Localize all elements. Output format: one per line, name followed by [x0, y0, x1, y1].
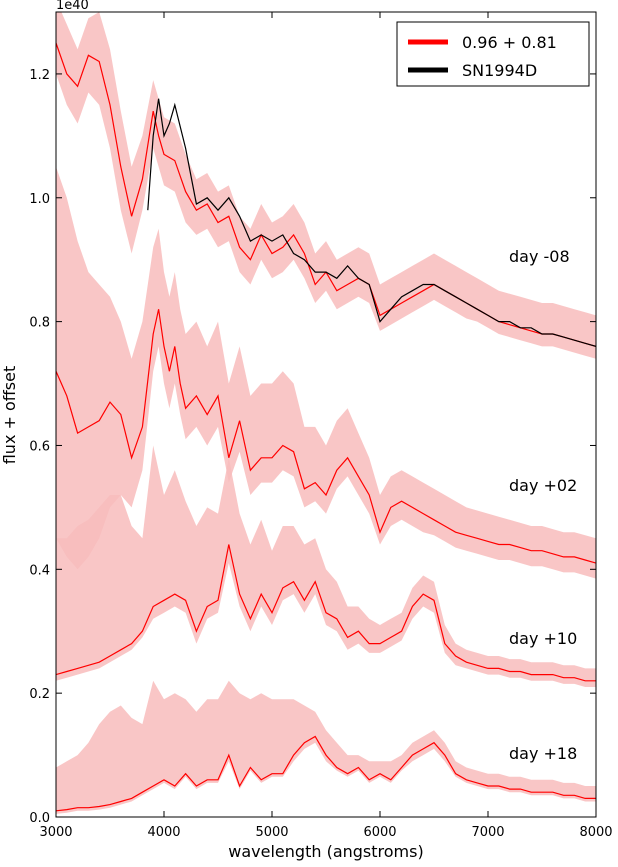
legend: 0.96 + 0.81 SN1994D	[396, 21, 590, 87]
x-tick-label: 7000	[471, 825, 504, 840]
legend-label-observed: SN1994D	[462, 61, 537, 80]
y-tick-label: 0.4	[29, 563, 50, 578]
x-tick-label: 8000	[579, 825, 612, 840]
day-labels: day -08 day +02 day +10 day +18	[509, 247, 577, 763]
y-tick-label: 0.0	[29, 811, 50, 826]
observed-line-epoch-0	[147, 98, 596, 347]
uncertainty-band-epoch-0	[56, 12, 596, 359]
y-tick-label: 0.2	[29, 687, 50, 702]
y-tick-label: 0.8	[29, 316, 50, 331]
tick-layer: 3000 4000 5000 6000 7000 8000 0.0 0.2 0.4 0.6 0.8 1…	[29, 12, 613, 840]
x-tick-label: 6000	[363, 825, 396, 840]
uncertainty-band-epoch-2	[56, 445, 596, 687]
series-layer	[56, 12, 596, 814]
uncertainty-band-epoch-1	[56, 166, 596, 579]
y-axis-title: flux + offset	[0, 366, 19, 465]
y-tick-label: 1.0	[29, 192, 50, 207]
day-label-plus-02: day +02	[509, 476, 577, 495]
x-tick-label: 5000	[255, 825, 288, 840]
x-tick-label: 3000	[39, 825, 72, 840]
y-tick-label: 0.6	[29, 439, 50, 454]
y-exponent-label: 1e40	[56, 0, 89, 13]
day-label-minus-08: day -08	[509, 247, 570, 266]
model-line-epoch-2	[56, 544, 596, 682]
day-label-plus-18: day +18	[509, 744, 577, 763]
model-line-epoch-3	[56, 735, 596, 812]
x-tick-label: 4000	[147, 825, 180, 840]
day-label-plus-10: day +10	[509, 629, 577, 648]
model-line-epoch-1	[56, 309, 596, 564]
model-line-epoch-0	[56, 42, 596, 347]
x-axis-title: wavelength (angstroms)	[228, 842, 423, 861]
plot-frame	[55, 11, 597, 818]
y-tick-label: 1.2	[29, 68, 50, 83]
legend-box	[396, 21, 590, 87]
legend-label-model: 0.96 + 0.81	[462, 33, 557, 52]
